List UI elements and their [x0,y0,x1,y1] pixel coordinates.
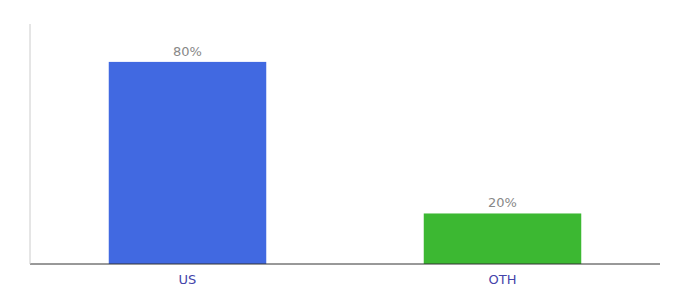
x-axis-line [30,264,660,265]
data-label: 80% [173,44,202,59]
bars [109,62,582,264]
bar [424,213,582,264]
labels: 80% 20% US OTH [173,44,517,287]
x-tick-label: OTH [489,272,517,287]
bar [109,62,267,264]
chart-container: 80% 20% US OTH [0,0,680,300]
chart: 80% 20% US OTH [0,0,680,300]
y-axis-line [30,24,31,264]
data-label: 20% [488,195,517,210]
x-tick-label: US [179,272,197,287]
